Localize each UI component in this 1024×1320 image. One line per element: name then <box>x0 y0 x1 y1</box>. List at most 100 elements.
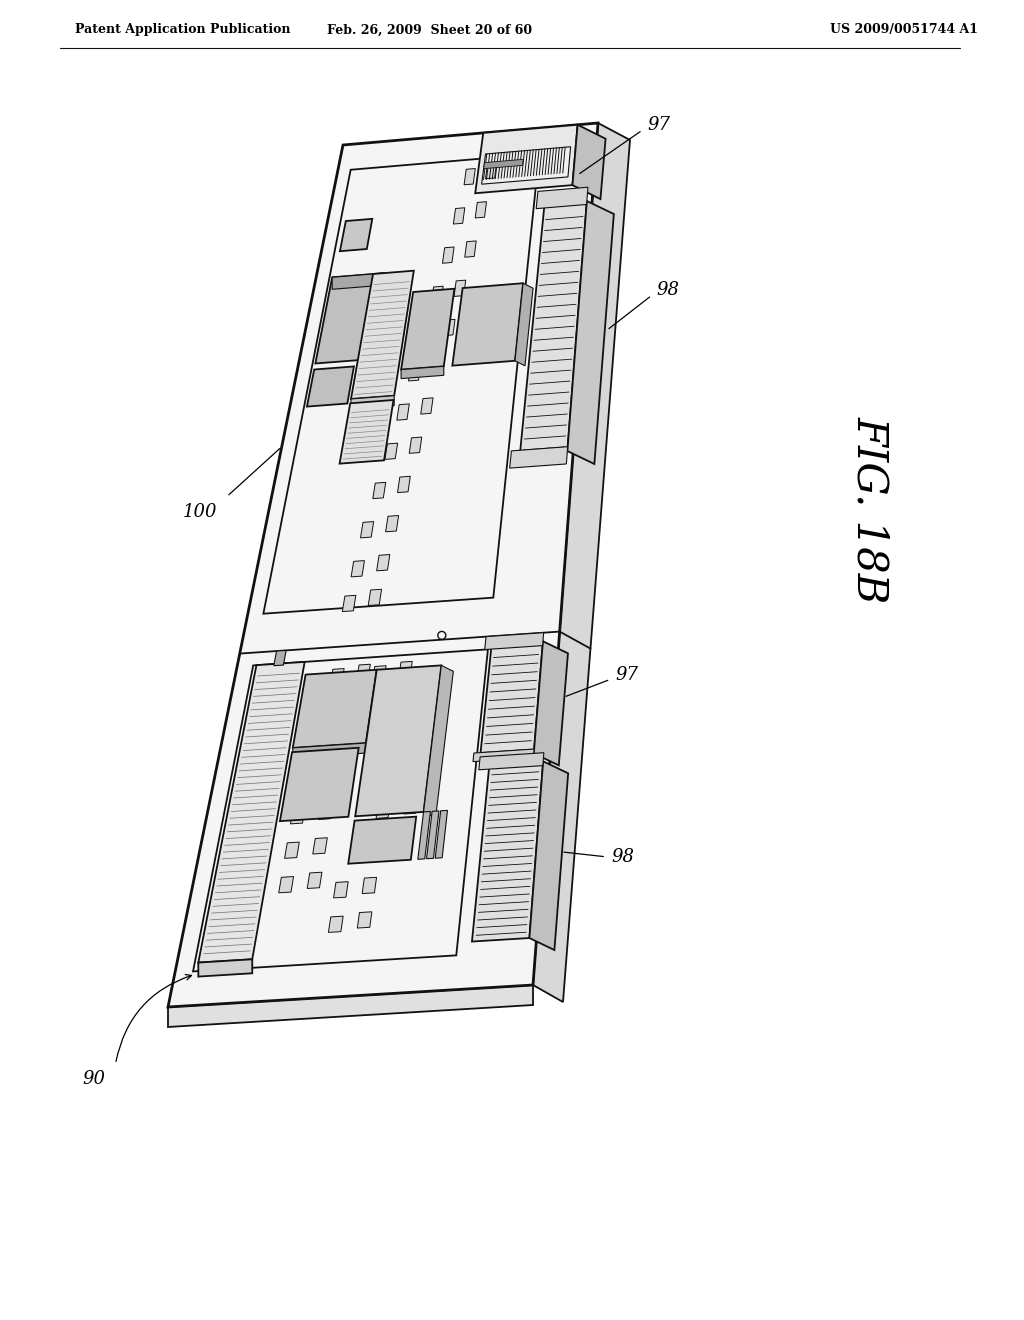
Polygon shape <box>465 242 476 257</box>
Polygon shape <box>480 642 543 756</box>
Polygon shape <box>334 882 348 898</box>
Polygon shape <box>420 326 432 342</box>
Polygon shape <box>401 289 455 370</box>
Polygon shape <box>397 477 411 492</box>
Polygon shape <box>454 207 465 224</box>
Polygon shape <box>534 123 630 1002</box>
Polygon shape <box>427 810 439 859</box>
Text: 100: 100 <box>182 503 217 520</box>
Polygon shape <box>386 733 399 750</box>
Polygon shape <box>421 397 433 414</box>
Polygon shape <box>534 642 568 766</box>
Polygon shape <box>357 912 372 928</box>
Polygon shape <box>293 743 366 758</box>
Text: Patent Application Publication: Patent Application Publication <box>75 24 291 37</box>
Polygon shape <box>360 521 374 537</box>
Polygon shape <box>464 169 475 185</box>
Polygon shape <box>510 446 567 469</box>
Polygon shape <box>453 284 523 366</box>
Polygon shape <box>373 482 386 499</box>
Polygon shape <box>279 876 294 892</box>
Polygon shape <box>340 219 373 251</box>
Polygon shape <box>199 960 252 977</box>
Polygon shape <box>273 651 286 665</box>
Polygon shape <box>332 273 384 289</box>
Polygon shape <box>424 665 454 818</box>
Polygon shape <box>398 661 413 677</box>
Polygon shape <box>168 123 598 1007</box>
Polygon shape <box>373 665 386 682</box>
Polygon shape <box>409 364 421 381</box>
Polygon shape <box>351 561 365 577</box>
Polygon shape <box>483 160 523 169</box>
Polygon shape <box>385 444 397 459</box>
Polygon shape <box>293 669 377 748</box>
Polygon shape <box>296 774 311 789</box>
Polygon shape <box>435 810 447 858</box>
Polygon shape <box>307 367 354 407</box>
Polygon shape <box>381 768 395 784</box>
Polygon shape <box>312 838 328 854</box>
Polygon shape <box>442 247 454 263</box>
Polygon shape <box>307 873 322 888</box>
Polygon shape <box>529 762 568 950</box>
Polygon shape <box>168 985 534 1027</box>
Polygon shape <box>348 817 416 863</box>
Polygon shape <box>291 808 305 824</box>
Polygon shape <box>418 812 430 859</box>
Polygon shape <box>329 916 343 932</box>
Polygon shape <box>376 803 390 818</box>
Text: 90: 90 <box>83 1071 105 1088</box>
Polygon shape <box>432 359 444 375</box>
Text: 98: 98 <box>611 847 634 866</box>
Text: FIG. 18B: FIG. 18B <box>849 416 891 603</box>
Polygon shape <box>410 437 422 453</box>
Polygon shape <box>331 668 344 685</box>
Polygon shape <box>386 516 398 532</box>
Text: US 2009/0051744 A1: US 2009/0051744 A1 <box>830 24 978 37</box>
Polygon shape <box>454 280 466 297</box>
Polygon shape <box>485 162 497 178</box>
Polygon shape <box>305 738 319 755</box>
Polygon shape <box>413 729 426 744</box>
Text: Feb. 26, 2009  Sheet 20 of 60: Feb. 26, 2009 Sheet 20 of 60 <box>328 24 532 37</box>
Polygon shape <box>280 747 358 821</box>
Text: 97: 97 <box>615 667 638 684</box>
Polygon shape <box>431 286 443 302</box>
Polygon shape <box>377 554 390 570</box>
Polygon shape <box>351 396 394 409</box>
Polygon shape <box>481 147 570 185</box>
Text: 97: 97 <box>647 116 671 135</box>
Polygon shape <box>520 201 587 454</box>
Polygon shape <box>369 589 382 606</box>
Polygon shape <box>472 762 543 941</box>
Polygon shape <box>391 696 404 713</box>
Polygon shape <box>199 661 305 962</box>
Polygon shape <box>537 187 588 209</box>
Polygon shape <box>403 797 418 814</box>
Polygon shape <box>342 595 356 611</box>
Polygon shape <box>572 125 605 199</box>
Polygon shape <box>356 664 371 681</box>
Polygon shape <box>285 842 299 858</box>
Polygon shape <box>409 763 422 780</box>
Polygon shape <box>473 748 535 762</box>
Polygon shape <box>333 734 347 750</box>
Polygon shape <box>365 701 378 717</box>
Polygon shape <box>351 271 414 399</box>
Polygon shape <box>567 201 613 465</box>
Polygon shape <box>340 400 393 463</box>
Polygon shape <box>324 768 338 785</box>
Polygon shape <box>362 878 377 894</box>
Polygon shape <box>345 700 358 715</box>
Text: 98: 98 <box>656 281 680 300</box>
Polygon shape <box>479 752 544 770</box>
Polygon shape <box>318 804 333 820</box>
Polygon shape <box>397 404 410 420</box>
Polygon shape <box>475 125 578 193</box>
Polygon shape <box>515 284 534 366</box>
Polygon shape <box>401 366 443 379</box>
Polygon shape <box>315 273 384 363</box>
Polygon shape <box>443 319 455 335</box>
Polygon shape <box>318 704 332 719</box>
